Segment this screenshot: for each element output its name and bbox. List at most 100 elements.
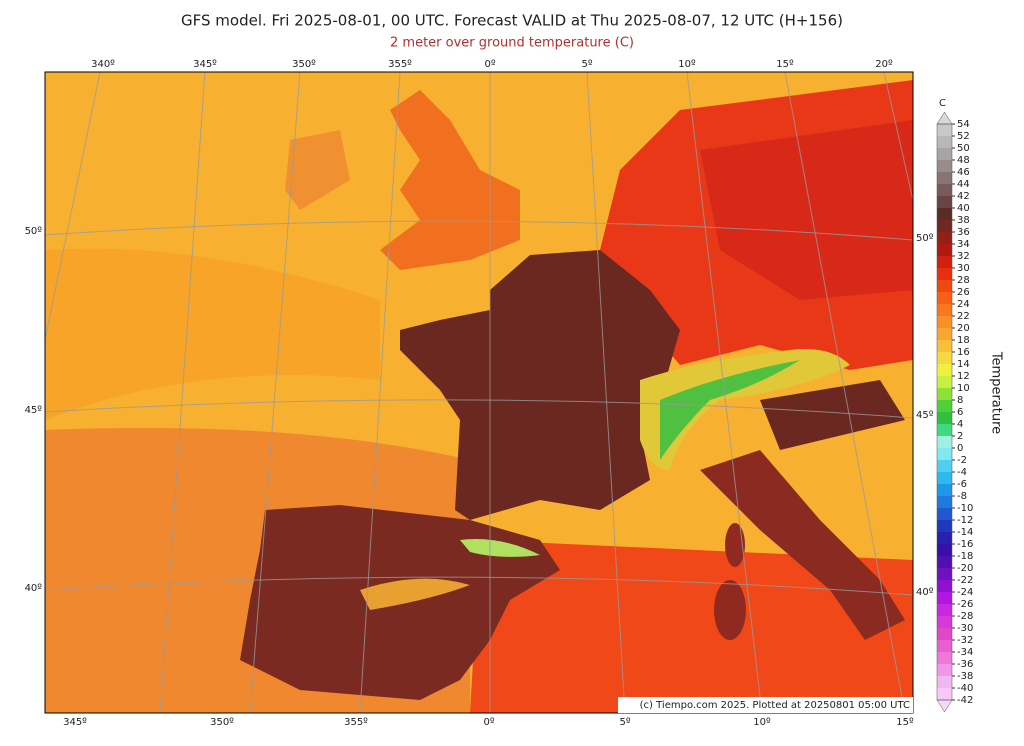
colorbar-segment [937, 556, 952, 568]
colorbar-segment [937, 460, 952, 472]
colorbar-tick-label: 44 [957, 179, 970, 190]
colorbar-tick-label: 8 [957, 395, 963, 406]
colorbar-tick-label: 6 [957, 407, 963, 418]
colorbar-tick-label: 48 [957, 155, 970, 166]
colorbar-segment [937, 244, 952, 256]
lon-label: 10º [753, 717, 771, 728]
colorbar-tick-label: -34 [957, 647, 973, 658]
colorbar-tick-label: -18 [957, 551, 973, 562]
lon-label: 10º [678, 59, 696, 70]
colorbar-segment [937, 364, 952, 376]
colorbar-segment [937, 628, 952, 640]
colorbar-segment [937, 280, 952, 292]
colorbar-segment [937, 652, 952, 664]
colorbar-tick-label: -14 [957, 527, 973, 538]
colorbar-segment [937, 400, 952, 412]
colorbar-tick-label: -26 [957, 599, 973, 610]
colorbar-segment [937, 448, 952, 460]
lat-label: 40º [25, 583, 43, 594]
colorbar-tick-label: -36 [957, 659, 973, 670]
colorbar-segment [937, 124, 952, 136]
colorbar-tick-label: 42 [957, 191, 970, 202]
colorbar-segment [937, 412, 952, 424]
lat-label: 50º [916, 233, 934, 244]
colorbar-tick-label: -2 [957, 455, 967, 466]
colorbar-tick-label: 50 [957, 143, 970, 154]
colorbar-tick-label: 4 [957, 419, 963, 430]
colorbar-segment [937, 340, 952, 352]
colorbar-segment [937, 664, 952, 676]
colorbar-label: Temperature [989, 351, 1004, 434]
colorbar-segment [937, 208, 952, 220]
lat-label: 45º [25, 405, 43, 416]
colorbar-segment [937, 304, 952, 316]
colorbar-segment [937, 508, 952, 520]
colorbar-tick-label: -10 [957, 503, 973, 514]
colorbar-tick-label: -16 [957, 539, 973, 550]
colorbar-segment [937, 220, 952, 232]
colorbar-tick-label: 14 [957, 359, 970, 370]
colorbar-segment [937, 604, 952, 616]
colorbar-tick-label: -42 [957, 695, 973, 706]
colorbar-segment [937, 160, 952, 172]
colorbar-tick-label: 38 [957, 215, 970, 226]
colorbar-segment [937, 292, 952, 304]
colorbar-segment [937, 532, 952, 544]
colorbar-segment [937, 136, 952, 148]
colorbar-tick-label: 0 [957, 443, 963, 454]
colorbar-tick-label: 20 [957, 323, 970, 334]
lon-label: 15º [776, 59, 794, 70]
colorbar-tick-label: -6 [957, 479, 967, 490]
colorbar-tick-label: 16 [957, 347, 970, 358]
colorbar-segment [937, 328, 952, 340]
colorbar-segment [937, 436, 952, 448]
colorbar-tick-label: -40 [957, 683, 973, 694]
colorbar-segment [937, 472, 952, 484]
colorbar-over [936, 111, 953, 125]
colorbar-segment [937, 688, 952, 700]
lon-label: 355º [344, 717, 368, 728]
colorbar-tick-label: 52 [957, 131, 970, 142]
colorbar-segment [937, 424, 952, 436]
colorbar-segment [937, 196, 952, 208]
lon-label: 20º [875, 59, 893, 70]
colorbar-tick-label: 28 [957, 275, 970, 286]
colorbar-tick-label: -22 [957, 575, 973, 586]
colorbar-segment [937, 592, 952, 604]
colorbar-tick-label: 54 [957, 119, 970, 130]
colorbar-tick-label: 2 [957, 431, 963, 442]
colorbar-segment [937, 520, 952, 532]
lat-label: 40º [916, 587, 934, 598]
lat-label: 45º [916, 410, 934, 421]
colorbar-segment [937, 388, 952, 400]
colorbar-segment [937, 172, 952, 184]
colorbar-tick-label: 40 [957, 203, 970, 214]
lon-label: 0º [484, 59, 495, 70]
colorbar-tick-label: 10 [957, 383, 970, 394]
colorbar-tick-label: -38 [957, 671, 973, 682]
lon-label: 350º [210, 717, 234, 728]
colorbar-tick-label: -28 [957, 611, 973, 622]
colorbar-segment [937, 256, 952, 268]
credit: (c) Tiempo.com 2025. Plotted at 20250801… [640, 700, 910, 711]
colorbar-segment [937, 640, 952, 652]
colorbar-segment [937, 232, 952, 244]
colorbar-tick-label: 18 [957, 335, 970, 346]
colorbar-tick-label: -12 [957, 515, 973, 526]
colorbar-tick-label: -8 [957, 491, 967, 502]
colorbar-segment [937, 676, 952, 688]
title: GFS model. Fri 2025-08-01, 00 UTC. Forec… [181, 12, 843, 30]
lon-label: 5º [619, 717, 630, 728]
lon-label: 345º [193, 59, 217, 70]
lon-label: 355º [388, 59, 412, 70]
colorbar-segment [937, 376, 952, 388]
colorbar-tick-label: 36 [957, 227, 970, 238]
colorbar-tick-label: 12 [957, 371, 970, 382]
colorbar-tick-label: 22 [957, 311, 970, 322]
colorbar-segment [937, 352, 952, 364]
lon-label: 340º [91, 59, 115, 70]
colorbar-under [936, 699, 953, 713]
lon-label: 0º [483, 717, 494, 728]
credit-box [618, 697, 913, 713]
